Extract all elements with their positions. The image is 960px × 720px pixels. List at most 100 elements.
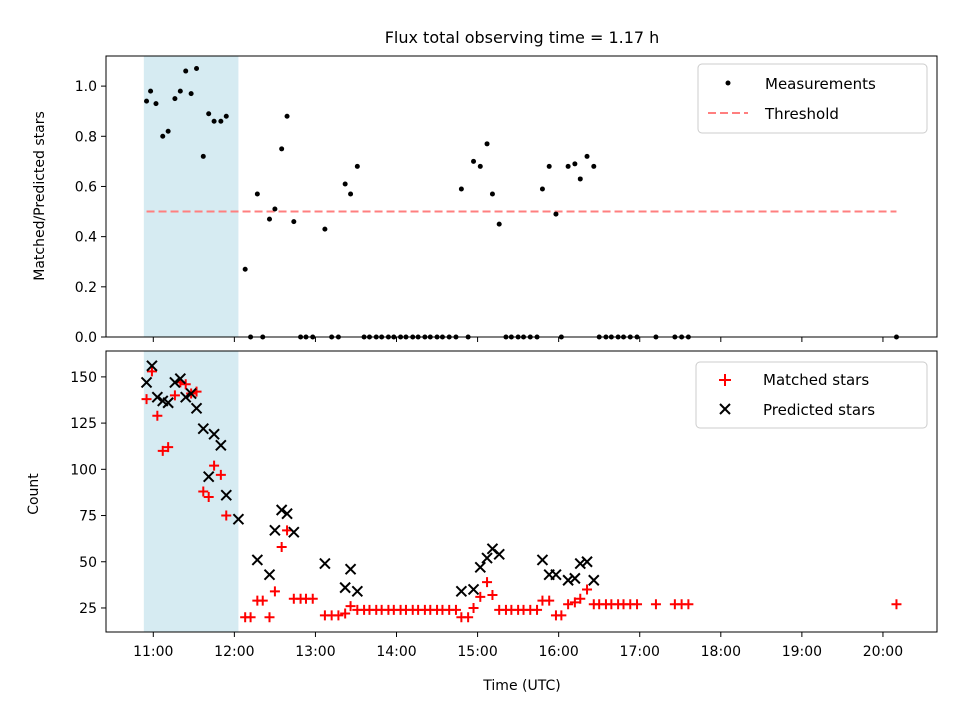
measurement-point xyxy=(322,226,328,232)
matched-star-point xyxy=(475,591,486,602)
y-tick-label: 50 xyxy=(79,555,97,571)
top-legend-box xyxy=(697,63,928,134)
matched-star-point xyxy=(650,599,661,610)
matched-star-point xyxy=(221,510,232,521)
y-tick-label: 1.0 xyxy=(75,79,97,95)
x-tick-label: 18:00 xyxy=(701,644,741,660)
predicted-star-point xyxy=(588,574,600,586)
predicted-star-point xyxy=(550,568,562,581)
measurement-point xyxy=(165,128,171,134)
y-tick-label: 0.2 xyxy=(75,280,97,296)
legend-predicted-label: Predicted stars xyxy=(763,401,875,419)
measurement-point xyxy=(266,216,272,222)
matched-star-point xyxy=(307,593,318,604)
measurement-point xyxy=(223,113,229,119)
y-tick-label: 0.6 xyxy=(75,179,97,195)
measurement-point xyxy=(471,158,477,164)
measurement-point xyxy=(591,163,597,169)
measurement-point xyxy=(144,98,150,104)
predicted-star-point xyxy=(581,556,593,568)
predicted-star-point xyxy=(493,548,505,561)
matched-star-point xyxy=(215,469,226,480)
predicted-star-point xyxy=(190,402,203,415)
predicted-star-point xyxy=(467,583,480,596)
shaded-span-rect xyxy=(143,56,239,337)
measurement-point xyxy=(211,118,217,124)
bottom-y-axis-label: Count xyxy=(26,473,42,515)
matched-star-point xyxy=(198,486,209,497)
matched-star-point xyxy=(345,601,356,612)
bottom-y-ticks: 25 50 75 100 125 150 xyxy=(70,370,106,617)
matched-star-point xyxy=(269,586,280,597)
matched-star-point xyxy=(146,366,157,377)
matched-star-point xyxy=(209,460,220,471)
legend-matched-label: Matched stars xyxy=(763,371,869,389)
predicted-star-point xyxy=(174,373,187,385)
predicted-star-point xyxy=(339,581,351,594)
x-tick-label: 14:00 xyxy=(376,644,416,660)
measurement-point xyxy=(348,191,354,197)
predicted-star-point xyxy=(202,471,215,483)
measurement-point xyxy=(342,181,348,187)
bottom-x-ticks: 11:00 12:00 13:00 14:00 15:00 16:00 17:00 18:00… xyxy=(133,632,903,660)
bottom-x-axis-label: Time (UTC) xyxy=(482,678,560,694)
measurement-point xyxy=(218,118,224,124)
top-axes-frame xyxy=(105,55,938,338)
predicted-star-point xyxy=(180,391,192,403)
matched-star-point xyxy=(532,604,543,615)
matched-star-point xyxy=(468,602,479,613)
matched-star-point xyxy=(544,595,555,606)
matched-star-point xyxy=(563,599,574,610)
matched-star-point xyxy=(180,379,191,390)
measurement-point xyxy=(153,101,159,107)
legend-measurements-label: Measurements xyxy=(765,75,876,93)
measurement-point xyxy=(539,186,545,192)
measurement-point xyxy=(206,111,212,117)
measurement-point xyxy=(577,176,583,182)
predicted-star-point xyxy=(574,557,586,570)
x-tick-label: 11:00 xyxy=(133,644,173,660)
matched-star-point xyxy=(683,599,694,610)
matched-star-point xyxy=(141,394,152,405)
matched-star-point xyxy=(152,410,163,421)
measurement-point xyxy=(254,191,260,197)
measurement-point xyxy=(172,96,178,102)
chart-title: Flux total observing time = 1.17 h xyxy=(385,28,660,47)
measurement-point xyxy=(194,66,200,72)
legend-measurements-marker xyxy=(725,80,731,86)
y-tick-label: 150 xyxy=(70,370,97,386)
measurement-point xyxy=(477,163,483,169)
matched-star-point xyxy=(163,442,174,453)
x-tick-label: 20:00 xyxy=(863,644,903,660)
matched-star-point xyxy=(245,612,256,623)
measurement-point xyxy=(496,221,502,227)
y-tick-label: 0.4 xyxy=(75,230,97,246)
matched-star-point xyxy=(569,597,580,608)
bottom-panel: 25 50 75 100 125 150 11:00 12:00 13:00 14:00 15:0… xyxy=(26,350,938,694)
measurement-point xyxy=(546,163,552,169)
x-tick-label: 15:00 xyxy=(457,644,497,660)
bottom-legend: Matched stars Predicted stars xyxy=(695,361,928,429)
predicted-star-point xyxy=(169,376,181,389)
matched-star-point xyxy=(157,445,168,456)
bottom-axes-frame xyxy=(105,350,938,633)
top-y-ticks: 0.0 0.2 0.4 0.6 0.8 1.0 xyxy=(75,79,106,346)
measurement-point xyxy=(272,206,278,212)
predicted-star-point xyxy=(215,439,227,451)
matched-star-point xyxy=(582,584,593,595)
matched-star-point xyxy=(463,612,474,623)
predicted-star-points xyxy=(140,360,600,598)
predicted-star-point xyxy=(220,489,232,501)
y-tick-label: 75 xyxy=(79,509,97,525)
predicted-star-point xyxy=(455,585,468,598)
measurement-point xyxy=(183,68,189,74)
matched-star-point xyxy=(203,492,214,503)
measurement-point xyxy=(284,113,290,119)
top-panel: Flux total observing time = 1.17 h 0.00.… xyxy=(32,28,938,346)
measurement-point xyxy=(200,153,206,159)
measurement-point xyxy=(148,88,154,94)
x-tick-label: 16:00 xyxy=(538,644,578,660)
predicted-star-point xyxy=(232,513,245,525)
x-tick-label: 19:00 xyxy=(782,644,822,660)
measurement-point xyxy=(584,153,590,159)
